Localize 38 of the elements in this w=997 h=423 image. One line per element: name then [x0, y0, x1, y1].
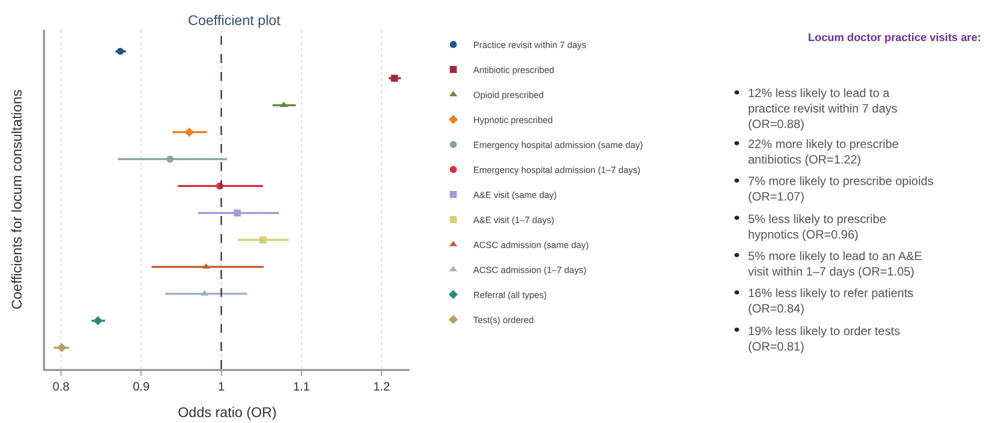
legend-label: Emergency hospital admission (same day) — [473, 140, 643, 150]
text: 16% less likely to refer patients (OR=0.84) — [748, 286, 914, 316]
x-tick-label: 1.1 — [293, 379, 310, 394]
text: 19% less likely to order tests (OR=0.81) — [748, 324, 900, 354]
point — [116, 48, 124, 55]
chart-title: Coefficient plot — [188, 12, 280, 28]
text: 5% less likely to prescribe hypnotics (OR=0.96) — [748, 212, 886, 242]
text: 22% more likely to prescribe antibiotics (OR=1.22) — [748, 137, 900, 167]
point — [390, 74, 398, 82]
legend-label: ACSC admission (same day) — [473, 240, 589, 250]
legend-label: Antibiotic prescribed — [473, 65, 554, 76]
y-axis-title: Coefficients for locum consultations — [8, 90, 25, 310]
x-axis-title: Odds ratio (OR) — [178, 404, 277, 420]
point — [200, 290, 208, 296]
text: 5% more likely to lead to an A&E visit within 1–7 days (OR=1.05) — [748, 249, 922, 279]
point — [259, 236, 266, 244]
legend-label: Referral (all types) — [473, 290, 547, 300]
legend-label: A&E visit (same day) — [473, 190, 557, 200]
x-tick-label: 0.8 — [52, 379, 70, 394]
legend-label: Hypnotic prescribed — [473, 115, 553, 126]
point — [166, 156, 174, 163]
legend-label: Emergency hospital admission (1–7 days) — [473, 165, 640, 176]
legend-label: A&E visit (1–7 days) — [473, 215, 554, 226]
x-tick-label: 1.2 — [373, 379, 390, 394]
point — [234, 209, 241, 216]
point — [93, 316, 102, 326]
text: 12% less likely to lead to a practice revisit within 7 days (OR=0.88) — [748, 86, 898, 132]
point — [184, 128, 194, 137]
legend-label: Practice revisit within 7 days — [473, 40, 587, 50]
legend-label: Opioid prescribed — [473, 90, 544, 100]
x-tick-label: 0.9 — [132, 379, 150, 394]
legend-label: ACSC admission (1–7 days) — [473, 265, 586, 276]
text: Locum doctor practice visits are: — [808, 32, 981, 44]
x-tick-label: 1 — [218, 379, 225, 394]
point — [57, 343, 66, 352]
point — [202, 263, 210, 269]
text: 7% more likely to prescribe opioids (OR=1.07) — [748, 174, 934, 204]
legend-label: Test(s) ordered — [473, 315, 534, 326]
